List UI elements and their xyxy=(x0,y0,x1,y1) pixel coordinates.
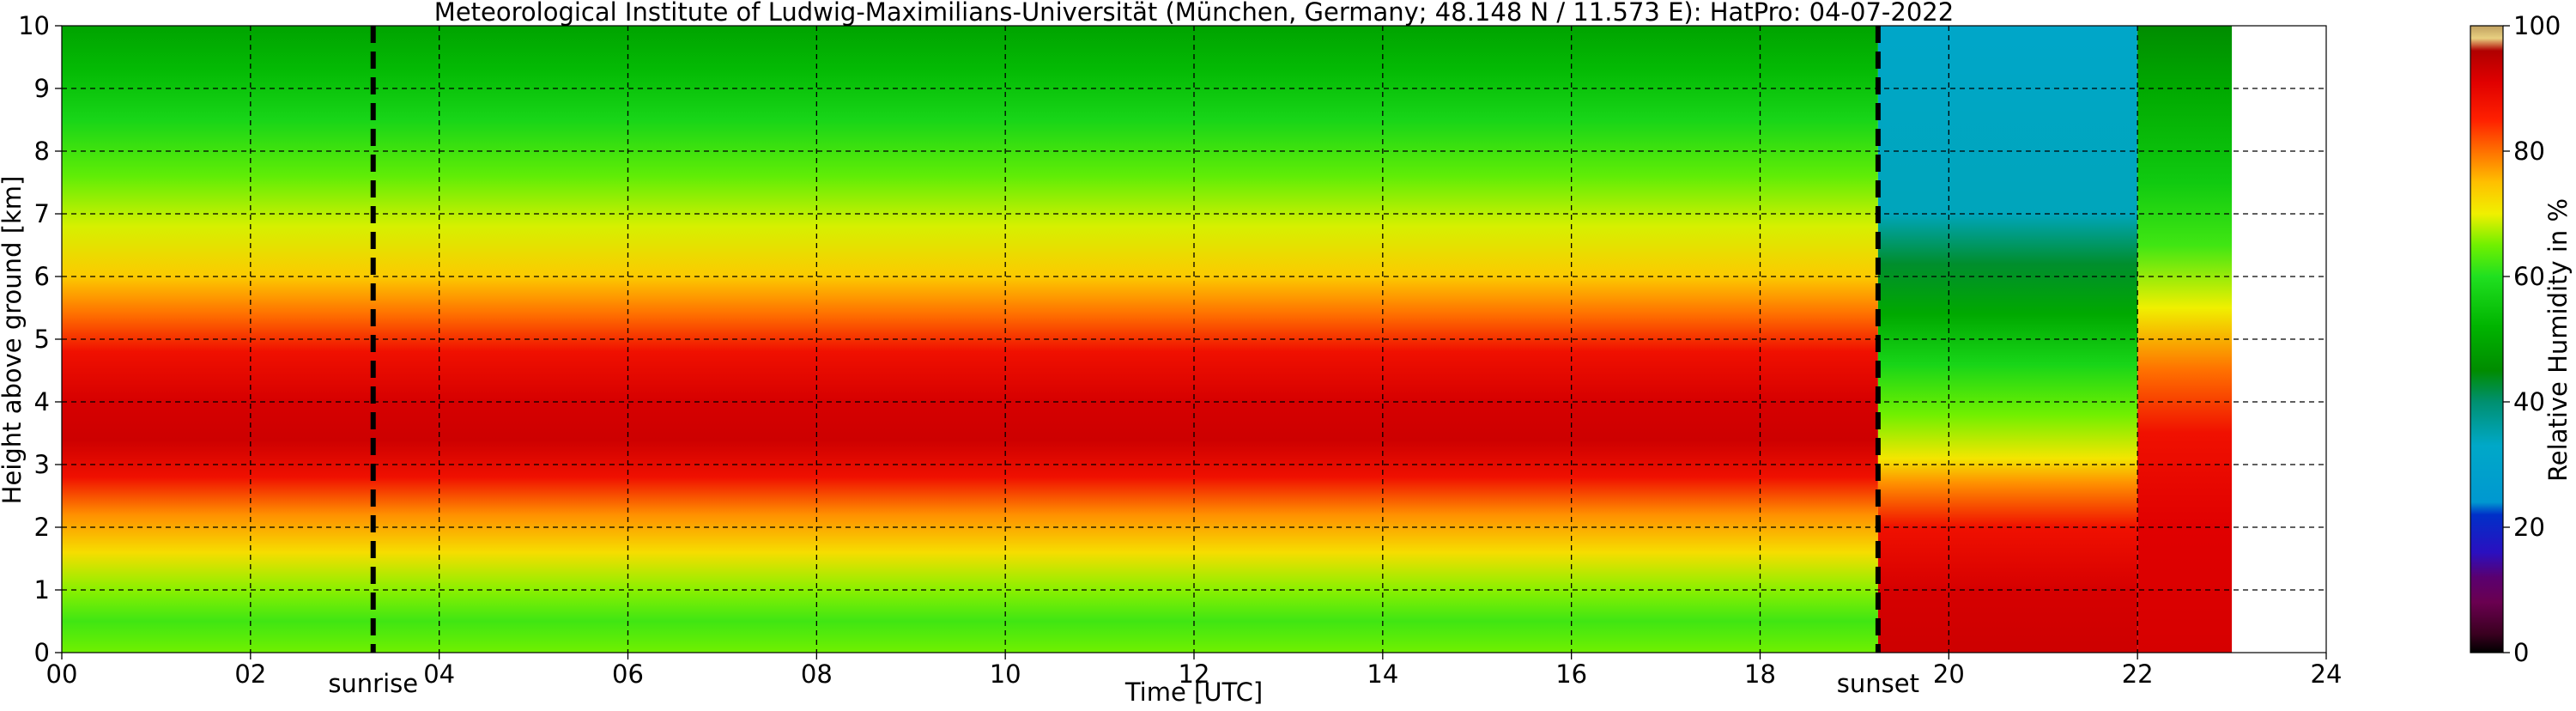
x-tick-label: 06 xyxy=(612,659,644,689)
colorbar-label: Relative Humidity in % xyxy=(2543,198,2573,482)
x-tick-label: 20 xyxy=(1933,659,1965,689)
x-tick-label: 08 xyxy=(801,659,833,689)
colorbar-tick-label: 40 xyxy=(2513,387,2545,416)
x-tick-label: 04 xyxy=(423,659,455,689)
x-tick-label: 00 xyxy=(46,659,78,689)
x-tick-label: 24 xyxy=(2311,659,2343,689)
y-tick-label: 3 xyxy=(34,450,50,479)
x-tick-label: 14 xyxy=(1367,659,1398,689)
colorbar-tick-label: 100 xyxy=(2513,11,2561,40)
x-tick-label: 12 xyxy=(1179,659,1210,689)
colorbar-scale xyxy=(2470,25,2504,653)
y-tick-label: 7 xyxy=(34,199,50,228)
y-tick-label: 0 xyxy=(34,638,50,667)
y-tick-label: 2 xyxy=(34,513,50,542)
x-tick-label: 16 xyxy=(1555,659,1587,689)
y-tick-label: 5 xyxy=(34,325,50,354)
y-tick-label: 4 xyxy=(34,387,50,416)
x-axis-label: Time [UTC] xyxy=(1124,678,1263,707)
y-axis-label: Height above ground [km] xyxy=(0,176,27,505)
y-tick-label: 9 xyxy=(34,74,50,103)
colorbar: 0 20 40 60 80 100 xyxy=(2470,11,2561,667)
sunrise-label: sunrise xyxy=(328,669,418,698)
event-markers: sunrise sunset xyxy=(328,26,1919,698)
y-tick-label: 8 xyxy=(34,137,50,166)
x-tick-label: 10 xyxy=(990,659,1021,689)
x-tick-label: 22 xyxy=(2122,659,2154,689)
colorbar-tick-label: 20 xyxy=(2513,513,2545,542)
colorbar-tick-label: 0 xyxy=(2513,638,2529,667)
colorbar-tick-label: 80 xyxy=(2513,137,2545,166)
grid-lines xyxy=(62,26,2326,653)
sunset-label: sunset xyxy=(1837,669,1919,698)
x-tick-label: 18 xyxy=(1744,659,1776,689)
y-tick-label: 10 xyxy=(18,11,50,40)
x-tick-label: 02 xyxy=(234,659,266,689)
y-tick-label: 6 xyxy=(34,262,50,291)
y-tick-label: 1 xyxy=(34,575,50,605)
chart-title: Meteorological Institute of Ludwig-Maxim… xyxy=(434,0,1954,27)
colorbar-tick-label: 60 xyxy=(2513,262,2545,291)
